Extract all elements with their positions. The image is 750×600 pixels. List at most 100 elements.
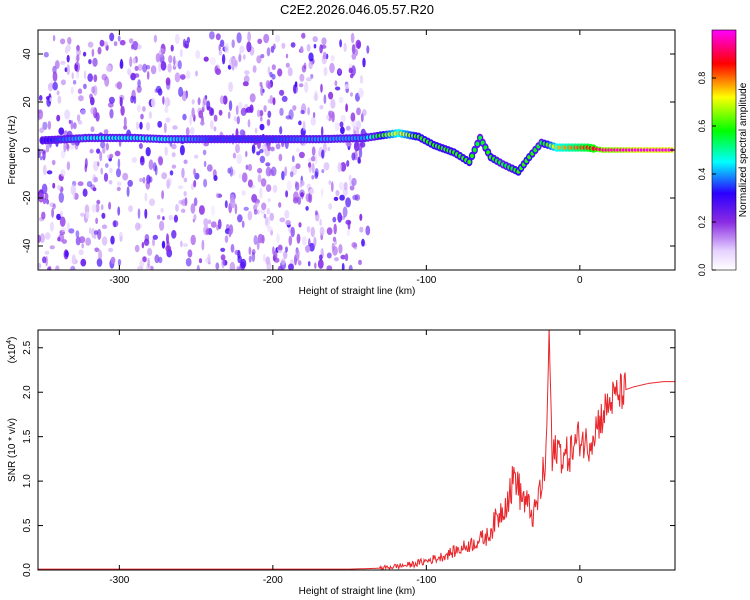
noise-speckle: [273, 250, 278, 261]
ridge-point: [642, 148, 646, 152]
noise-speckle: [109, 153, 114, 159]
noise-speckle: [319, 44, 323, 54]
noise-speckle: [136, 85, 142, 94]
noise-speckle: [260, 208, 266, 215]
noise-speckle: [91, 48, 95, 57]
noise-speckle: [183, 159, 188, 165]
noise-speckle: [87, 41, 94, 48]
noise-speckle: [213, 126, 217, 132]
snr-y-multiplier-exponent: 4: [6, 340, 13, 344]
noise-speckle: [96, 199, 101, 205]
noise-speckle: [66, 161, 71, 171]
noise-speckle: [39, 127, 44, 134]
noise-speckle: [243, 54, 246, 60]
noise-speckle: [344, 83, 350, 89]
noise-speckle: [238, 101, 243, 110]
snr-x-tick-label: -300: [109, 575, 129, 586]
noise-speckle: [267, 66, 271, 75]
noise-speckle: [185, 127, 190, 136]
noise-speckle: [43, 51, 49, 58]
noise-speckle: [90, 184, 96, 190]
noise-speckle: [271, 73, 276, 80]
noise-speckle: [144, 192, 148, 202]
noise-speckle: [108, 167, 113, 174]
noise-speckle: [47, 120, 52, 130]
noise-speckle: [230, 197, 236, 209]
noise-speckle: [71, 254, 76, 265]
noise-speckle: [95, 203, 100, 213]
noise-speckle: [193, 214, 197, 221]
noise-speckle: [129, 56, 133, 68]
noise-speckle: [238, 54, 242, 63]
noise-speckle: [147, 247, 153, 256]
ridge-point: [658, 148, 662, 152]
noise-speckle: [353, 141, 360, 152]
noise-speckle: [202, 149, 207, 156]
noise-speckle: [252, 65, 257, 73]
noise-speckle: [312, 36, 318, 43]
snr-x-tick-label: -100: [416, 575, 436, 586]
noise-speckle: [57, 237, 61, 242]
noise-speckle: [157, 88, 163, 96]
noise-speckle: [279, 217, 286, 223]
noise-speckle: [357, 41, 361, 49]
snr-y-label: SNR (10 * v/v): [7, 418, 18, 482]
noise-speckle: [202, 96, 207, 106]
noise-speckle: [164, 106, 169, 114]
noise-speckle: [356, 107, 361, 116]
noise-speckle: [305, 206, 309, 211]
noise-speckle: [87, 73, 93, 82]
noise-speckle: [54, 60, 60, 69]
noise-speckle: [172, 125, 178, 130]
noise-speckle: [359, 75, 364, 84]
noise-speckle: [145, 122, 151, 131]
noise-speckle: [221, 54, 226, 65]
noise-speckle: [351, 177, 357, 187]
noise-speckle: [257, 167, 263, 174]
noise-speckle: [179, 48, 183, 58]
snr-y-tick-label: 0.5: [22, 518, 33, 532]
noise-speckle: [89, 227, 92, 235]
noise-speckle: [301, 191, 304, 200]
noise-speckle: [267, 198, 271, 203]
noise-speckle: [59, 216, 66, 227]
noise-speckle: [321, 169, 325, 174]
noise-speckle: [135, 222, 141, 231]
noise-speckle: [284, 209, 290, 219]
noise-speckle: [171, 152, 176, 158]
noise-speckle: [52, 71, 58, 82]
noise-speckle: [77, 181, 84, 187]
ridge-point: [664, 148, 668, 152]
noise-speckle: [196, 264, 200, 270]
noise-speckle: [161, 240, 166, 249]
noise-speckle: [215, 262, 220, 270]
ridge-point: [478, 135, 483, 141]
noise-speckle: [301, 65, 307, 73]
noise-speckle: [358, 88, 364, 98]
spectrogram-x-tick-label: 0: [577, 275, 583, 286]
noise-speckle: [305, 77, 312, 82]
noise-speckle: [334, 122, 340, 131]
noise-speckle: [145, 64, 151, 70]
spectrogram-image: [38, 31, 675, 270]
spectrogram-x-label: Height of straight line (km): [299, 286, 416, 297]
noise-speckle: [71, 72, 74, 80]
noise-speckle: [213, 175, 218, 181]
ridge-point: [667, 148, 671, 152]
noise-speckle: [160, 43, 166, 55]
noise-speckle: [339, 39, 342, 48]
noise-speckle: [97, 46, 102, 55]
noise-speckle: [346, 142, 352, 147]
noise-speckle: [216, 192, 219, 199]
noise-speckle: [141, 241, 145, 249]
noise-speckle: [334, 86, 341, 91]
noise-speckle: [349, 185, 355, 191]
noise-speckle: [142, 63, 148, 73]
noise-speckle: [313, 90, 319, 98]
noise-speckle: [131, 44, 134, 50]
noise-speckle: [183, 243, 188, 248]
colorbar-label: Normalized spectral amplitude: [738, 82, 749, 217]
noise-speckle: [221, 257, 225, 269]
noise-speckle: [168, 214, 174, 221]
snr-y-multiplier-close: ): [7, 337, 18, 340]
